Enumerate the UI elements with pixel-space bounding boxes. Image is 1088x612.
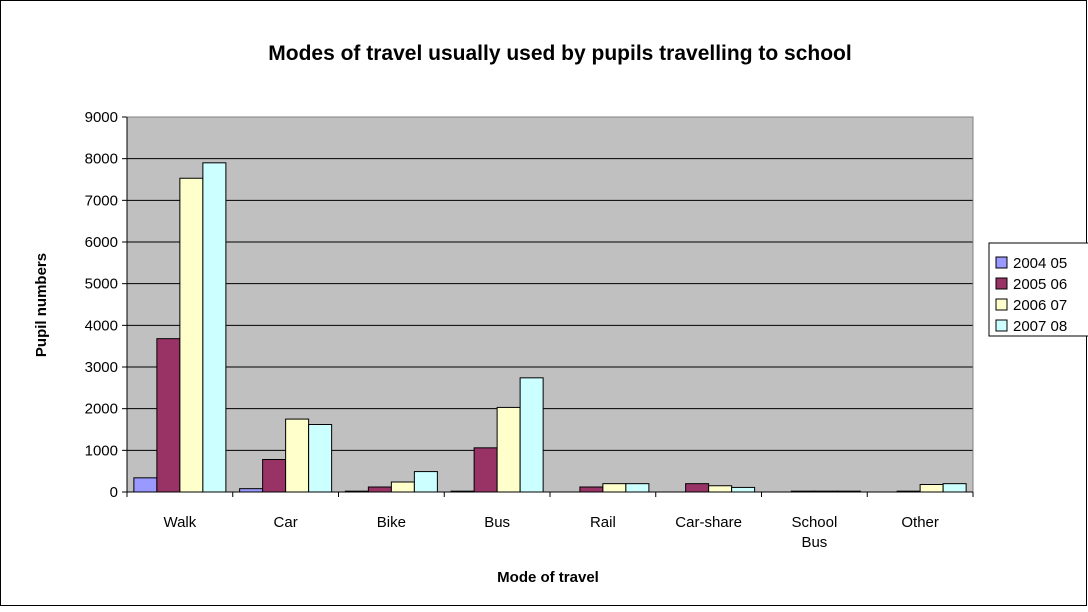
y-tick-label: 2000 (85, 401, 118, 418)
bar (473, 447, 498, 493)
y-tick-label: 7000 (85, 192, 118, 209)
legend: 2004 05 2005 06 2006 07 2007 08 (988, 242, 1088, 337)
bar (413, 471, 438, 493)
y-tick-label: 4000 (85, 317, 118, 334)
bar (202, 162, 227, 493)
bar (496, 406, 521, 493)
y-tick-label: 1000 (85, 442, 118, 459)
chart-title: Modes of travel usually used by pupils t… (268, 42, 851, 65)
legend-entry: 2007 08 (1013, 318, 1067, 335)
legend-entry: 2005 06 (1013, 276, 1067, 293)
x-tick-label: Bike (377, 514, 406, 531)
bar (308, 424, 333, 493)
x-tick-label: Bus (801, 534, 827, 551)
x-tick-label: Walk (163, 514, 196, 531)
bar (579, 486, 604, 493)
bar (390, 481, 415, 493)
legend-swatch (995, 298, 1008, 311)
y-tick-label: 0 (110, 484, 118, 501)
legend-swatch (995, 256, 1008, 269)
x-axis-label: Mode of travel (497, 569, 599, 586)
x-tick-label: Car (274, 514, 298, 531)
legend-swatch (995, 319, 1008, 332)
x-tick-label: Other (901, 514, 939, 531)
plot-background (127, 117, 973, 492)
bar (262, 459, 287, 493)
y-tick-label: 9000 (85, 109, 118, 126)
x-tick-label: School (791, 514, 837, 531)
bar (179, 177, 204, 493)
bar (731, 486, 756, 493)
bar (685, 483, 710, 493)
bar (133, 477, 158, 493)
bar (919, 484, 944, 493)
legend-entry: 2006 07 (1013, 297, 1067, 314)
legend-swatch (995, 277, 1008, 290)
y-tick-label: 6000 (85, 234, 118, 251)
bar (519, 377, 544, 493)
bar (625, 483, 650, 493)
bar (285, 418, 310, 493)
plot-area: 0 1000 2000 3000 4000 5000 6000 7000 8000 9000 Wal… (85, 109, 974, 551)
y-tick-label: 5000 (85, 276, 118, 293)
bar (942, 483, 967, 493)
bar (156, 338, 181, 493)
x-tick-label: Rail (590, 514, 616, 531)
x-tick-label: Car-share (675, 514, 742, 531)
bar (367, 486, 392, 493)
legend-entry: 2004 05 (1013, 255, 1067, 272)
bar (602, 483, 627, 493)
x-tick-label: Bus (484, 514, 510, 531)
bar (708, 485, 733, 493)
y-axis-label: Pupil numbers (33, 253, 50, 357)
y-tick-label: 3000 (85, 359, 118, 376)
y-tick-label: 8000 (85, 151, 118, 168)
